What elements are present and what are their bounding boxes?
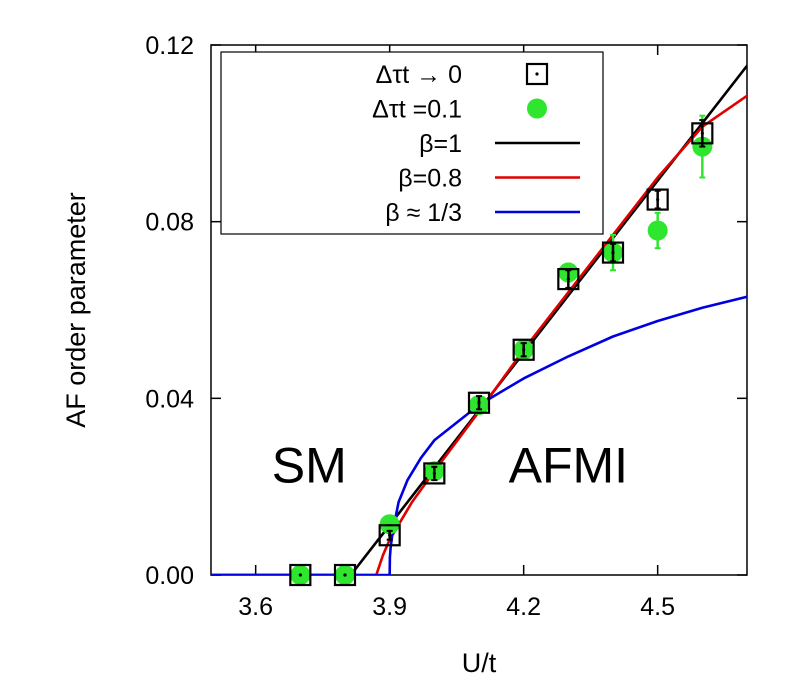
data-point-square [601, 241, 625, 264]
data-point-square-dot [700, 131, 704, 135]
data-point-square-dot [477, 401, 481, 405]
data-point-square-dot [611, 250, 615, 255]
plot-frame [210, 44, 748, 576]
legend-label: Δτt =0.1 [372, 96, 462, 124]
legend-label: β=0.8 [398, 165, 462, 193]
x-tick-label: 3.6 [238, 593, 273, 621]
data-point-square-dot [432, 471, 436, 476]
series-line-4 [211, 295, 747, 575]
region-label: AFMI [509, 437, 628, 493]
tick-labels: 3.6 3.9 4.2 4.5 0.00 0.04 0.08 0.12 [145, 32, 675, 621]
data-point-square [378, 524, 401, 547]
data-point-square [289, 563, 312, 587]
data-point-square-dot [343, 573, 347, 577]
data-point-square [467, 391, 491, 414]
data-point-square-dot [522, 348, 526, 352]
region-annotations: SM AFMI [272, 437, 628, 493]
legend-label: β=1 [419, 130, 462, 158]
y-tick-label: 0.00 [145, 562, 194, 590]
data-point-square [423, 462, 446, 485]
data-point-square [691, 122, 714, 145]
x-tick-label: 3.9 [372, 593, 407, 621]
y-tick-label: 0.04 [145, 385, 194, 413]
x-tick-label: 4.5 [640, 593, 675, 621]
data-point-square-dot [656, 197, 660, 202]
data-point-square-dot [388, 533, 392, 537]
legend: Δτt → 0 Δτt =0.1 β=1 β=0.8 β ≈ 1/3 [220, 51, 604, 235]
data-point-square [557, 267, 580, 291]
data-point-square-dot [298, 573, 302, 577]
legend-square-dot [535, 72, 539, 76]
data-point-square [333, 563, 357, 587]
data-point-square-dot [566, 277, 570, 281]
data-point-square [646, 188, 669, 211]
legend-label: Δτt → 0 [376, 61, 462, 89]
y-axis-title: AF order parameter [61, 192, 91, 428]
data-markers [289, 114, 714, 587]
legend-label: β ≈ 1/3 [385, 199, 462, 227]
data-point-circle [647, 220, 668, 241]
legend-square-sample [525, 62, 549, 86]
region-label: SM [272, 437, 347, 493]
legend-circle-sample [527, 98, 547, 119]
x-tick-label: 4.2 [506, 593, 541, 621]
x-axis-title: U/t [462, 648, 497, 678]
data-point-square [512, 338, 535, 361]
y-tick-label: 0.12 [145, 32, 194, 60]
y-tick-label: 0.08 [145, 209, 194, 237]
